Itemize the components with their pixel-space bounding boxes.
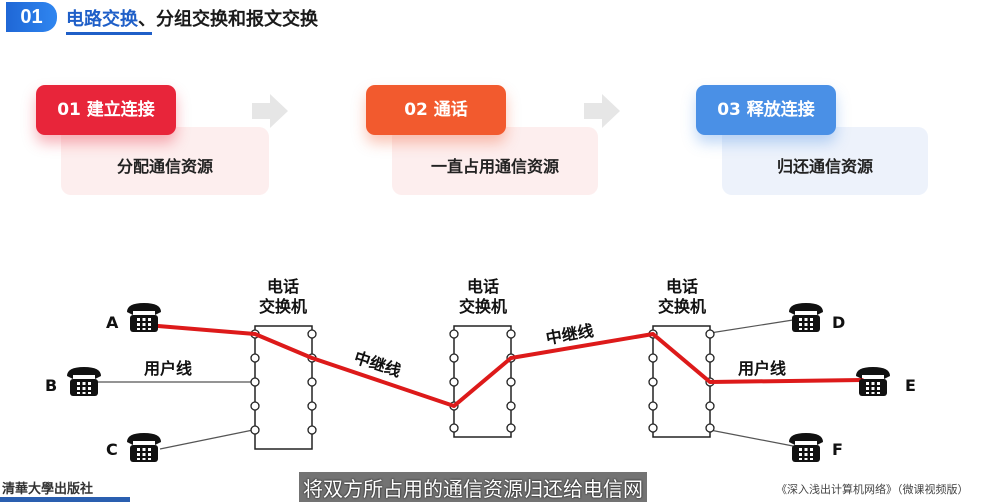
step-card-1: 分配通信资源 bbox=[61, 127, 269, 195]
phone-label-f: F bbox=[832, 440, 843, 459]
title-rest: 、分组交换和报文交换 bbox=[138, 9, 318, 30]
telephone-b-icon bbox=[67, 367, 101, 396]
telephone-a-icon bbox=[127, 303, 161, 332]
step-desc-3: 归还通信资源 bbox=[776, 157, 873, 176]
established-circuit-path bbox=[156, 324, 864, 408]
switch-1-label-line2: 交换机 bbox=[259, 297, 307, 316]
step-card-3: 归还通信资源 bbox=[722, 127, 928, 195]
step-pill-3: 03 释放连接 bbox=[696, 85, 836, 135]
section-number-badge: 01 bbox=[6, 2, 57, 32]
telephone-switch-1 bbox=[250, 325, 317, 450]
page-title: 电路交换、分组交换和报文交换 bbox=[66, 5, 318, 31]
user-line-label-left: 用户线 bbox=[144, 359, 192, 378]
user-line-d bbox=[709, 319, 794, 334]
user-line-c bbox=[159, 429, 254, 450]
logo-bar bbox=[0, 497, 130, 502]
video-subtitle: 将双方所占用的通信资源归还给电信网 bbox=[299, 472, 647, 502]
telephone-f-icon bbox=[789, 433, 823, 462]
step-pill-1: 01 建立连接 bbox=[36, 85, 176, 135]
right-arrow-icon bbox=[252, 94, 288, 128]
telephone-switch-3 bbox=[648, 325, 715, 438]
switch-2-label-line1: 电话 bbox=[467, 277, 499, 296]
switch-3-label-line2: 交换机 bbox=[658, 297, 706, 316]
phone-label-b: B bbox=[45, 376, 57, 395]
phone-label-a: A bbox=[106, 313, 119, 332]
phone-label-c: C bbox=[106, 440, 118, 459]
title-underline bbox=[66, 32, 152, 35]
telephone-d-icon bbox=[789, 303, 823, 332]
step-pill-2: 02 通话 bbox=[366, 85, 506, 135]
switch-3-label-line1: 电话 bbox=[666, 277, 698, 296]
user-line-f bbox=[709, 429, 794, 447]
switch-2-label-line2: 交换机 bbox=[459, 297, 507, 316]
switch-1-label-line1: 电话 bbox=[267, 277, 299, 296]
title-highlight: 电路交换 bbox=[66, 9, 138, 30]
right-arrow-icon bbox=[584, 94, 620, 128]
telephone-e-icon bbox=[856, 367, 890, 396]
publisher-logo: 清華大學出版社 bbox=[2, 482, 94, 497]
phone-label-e: E bbox=[905, 376, 916, 395]
phone-label-d: D bbox=[832, 313, 845, 332]
user-line-label-right: 用户线 bbox=[738, 359, 786, 378]
step-desc-2: 一直占用通信资源 bbox=[430, 157, 559, 176]
step-desc-1: 分配通信资源 bbox=[116, 157, 213, 176]
telephone-c-icon bbox=[127, 433, 161, 462]
course-title: 《深入浅出计算机网络》（微课视频版） bbox=[776, 483, 969, 496]
step-card-2: 一直占用通信资源 bbox=[392, 127, 598, 195]
